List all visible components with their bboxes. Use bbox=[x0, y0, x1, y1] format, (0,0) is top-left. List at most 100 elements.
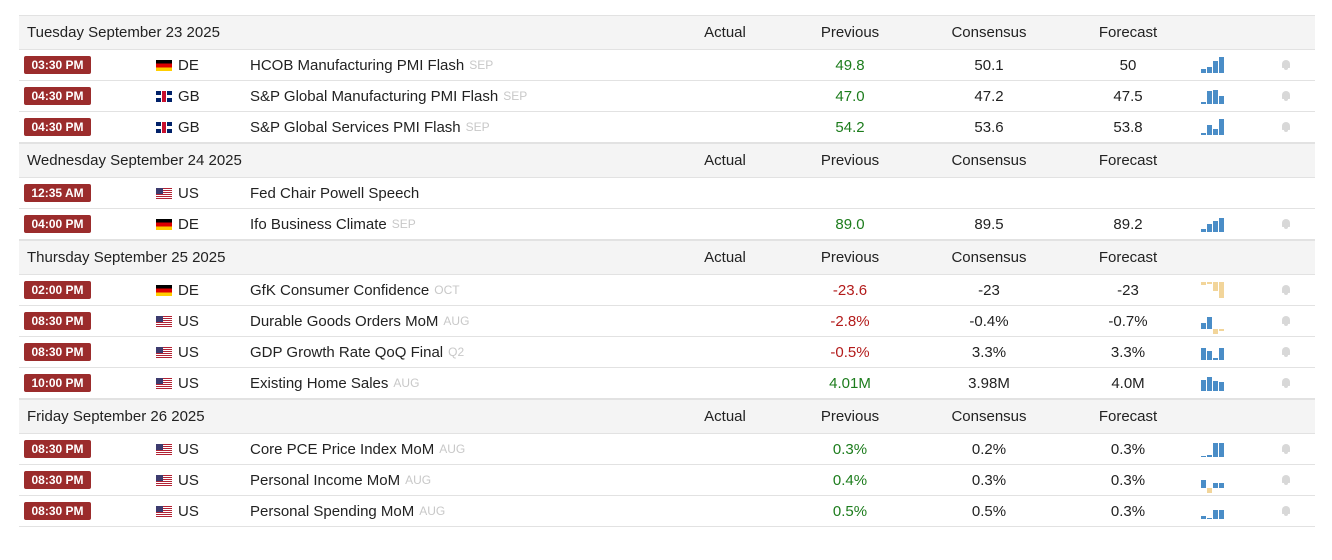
sparkline-chart[interactable] bbox=[1201, 50, 1231, 80]
previous-value: 49.8 bbox=[835, 56, 865, 74]
sparkline-chart[interactable] bbox=[1201, 81, 1231, 111]
forecast-value: 3.3% bbox=[1110, 343, 1146, 361]
event-link[interactable]: Ifo Business Climate bbox=[250, 215, 387, 233]
sparkline-bar bbox=[1219, 218, 1224, 232]
actual-value bbox=[685, 434, 765, 464]
sparkline-chart[interactable] bbox=[1201, 337, 1231, 367]
flag-cell bbox=[156, 306, 172, 336]
sparkline-bar bbox=[1213, 90, 1218, 104]
day-header: Thursday September 25 2025 Actual Previo… bbox=[19, 240, 1315, 275]
bell-icon[interactable] bbox=[1281, 59, 1291, 71]
event-link[interactable]: Personal Income MoM bbox=[250, 471, 401, 489]
actual-value bbox=[685, 337, 765, 367]
alert-cell[interactable] bbox=[1278, 306, 1294, 336]
alert-cell[interactable] bbox=[1278, 337, 1294, 367]
bell-icon[interactable] bbox=[1281, 474, 1291, 486]
event-link[interactable]: S&P Global Services PMI Flash bbox=[250, 118, 461, 136]
country-code: US bbox=[178, 502, 199, 520]
sparkline-chart[interactable] bbox=[1201, 112, 1231, 142]
consensus-value bbox=[948, 178, 1030, 208]
reference-period: Q2 bbox=[448, 345, 465, 359]
alert-cell[interactable] bbox=[1278, 434, 1294, 464]
time-cell: 03:30 PM bbox=[24, 50, 91, 80]
event-name-cell: S&P Global Manufacturing PMI Flash SEP bbox=[250, 81, 527, 111]
country-code: DE bbox=[178, 215, 199, 233]
previous-value: 47.0 bbox=[835, 87, 865, 105]
event-link[interactable]: Personal Spending MoM bbox=[250, 502, 415, 520]
consensus-value: 53.6 bbox=[974, 118, 1004, 136]
alert-cell[interactable] bbox=[1278, 209, 1294, 239]
bell-icon[interactable] bbox=[1281, 505, 1291, 517]
bell-icon[interactable] bbox=[1281, 346, 1291, 358]
sparkline-chart[interactable] bbox=[1201, 496, 1231, 526]
event-row[interactable]: 08:30 PM US Core PCE Price Index MoM AUG … bbox=[19, 434, 1315, 465]
bell-icon[interactable] bbox=[1281, 284, 1291, 296]
alert-cell[interactable] bbox=[1278, 178, 1294, 208]
event-row[interactable]: 08:30 PM US Durable Goods Orders MoM AUG … bbox=[19, 306, 1315, 337]
sparkline-bars bbox=[1201, 503, 1224, 519]
event-row[interactable]: 04:30 PM GB S&P Global Manufacturing PMI… bbox=[19, 81, 1315, 112]
previous-value: 0.4% bbox=[832, 471, 868, 489]
sparkline-bar bbox=[1207, 377, 1212, 391]
event-link[interactable]: GfK Consumer Confidence bbox=[250, 281, 430, 299]
bell-icon[interactable] bbox=[1281, 443, 1291, 455]
country-code: GB bbox=[178, 118, 200, 136]
event-link[interactable]: Durable Goods Orders MoM bbox=[250, 312, 439, 330]
event-row[interactable]: 03:30 PM DE HCOB Manufacturing PMI Flash… bbox=[19, 50, 1315, 81]
previous-value: -2.8% bbox=[830, 312, 870, 330]
flag-icon bbox=[156, 377, 172, 389]
column-previous: Previous bbox=[820, 249, 880, 266]
sparkline-chart[interactable] bbox=[1201, 209, 1231, 239]
event-link[interactable]: Fed Chair Powell Speech bbox=[250, 184, 420, 202]
event-link[interactable]: GDP Growth Rate QoQ Final bbox=[250, 343, 444, 361]
column-actual: Actual bbox=[704, 24, 746, 41]
sparkline-chart[interactable] bbox=[1201, 368, 1231, 398]
alert-cell[interactable] bbox=[1278, 81, 1294, 111]
previous-value: 89.0 bbox=[835, 215, 865, 233]
reference-period: SEP bbox=[465, 120, 490, 134]
previous-value bbox=[810, 178, 890, 208]
event-row[interactable]: 12:35 AM US Fed Chair Powell Speech bbox=[19, 178, 1315, 209]
sparkline-chart[interactable] bbox=[1201, 275, 1231, 305]
day-date: Wednesday September 24 2025 bbox=[27, 152, 242, 169]
sparkline-chart[interactable] bbox=[1201, 434, 1231, 464]
event-link[interactable]: Existing Home Sales bbox=[250, 374, 389, 392]
event-row[interactable]: 04:30 PM GB S&P Global Services PMI Flas… bbox=[19, 112, 1315, 143]
sparkline-chart[interactable] bbox=[1201, 178, 1231, 208]
event-link[interactable]: S&P Global Manufacturing PMI Flash bbox=[250, 87, 499, 105]
alert-cell[interactable] bbox=[1278, 275, 1294, 305]
country-code: US bbox=[178, 343, 199, 361]
alert-cell[interactable] bbox=[1278, 465, 1294, 495]
event-row[interactable]: 02:00 PM DE GfK Consumer Confidence OCT -… bbox=[19, 275, 1315, 306]
event-row[interactable]: 08:30 PM US GDP Growth Rate QoQ Final Q2 … bbox=[19, 337, 1315, 368]
bell-icon[interactable] bbox=[1281, 90, 1291, 102]
sparkline-bar bbox=[1201, 480, 1206, 488]
event-row[interactable]: 04:00 PM DE Ifo Business Climate SEP 89.0… bbox=[19, 209, 1315, 240]
event-row[interactable]: 08:30 PM US Personal Spending MoM AUG 0.5… bbox=[19, 496, 1315, 527]
event-name-cell: GfK Consumer Confidence OCT bbox=[250, 275, 460, 305]
sparkline-bar bbox=[1213, 329, 1218, 334]
sparkline-chart[interactable] bbox=[1201, 465, 1231, 495]
event-link[interactable]: HCOB Manufacturing PMI Flash bbox=[250, 56, 465, 74]
alert-cell[interactable] bbox=[1278, 496, 1294, 526]
sparkline-bar bbox=[1207, 282, 1212, 284]
sparkline-bar bbox=[1201, 229, 1206, 232]
sparkline-bar bbox=[1207, 317, 1212, 329]
column-previous: Previous bbox=[820, 152, 880, 169]
event-link[interactable]: Core PCE Price Index MoM bbox=[250, 440, 435, 458]
sparkline-bar bbox=[1219, 382, 1224, 391]
event-row[interactable]: 08:30 PM US Personal Income MoM AUG 0.4% … bbox=[19, 465, 1315, 496]
bell-icon[interactable] bbox=[1281, 315, 1291, 327]
bell-icon[interactable] bbox=[1281, 377, 1291, 389]
sparkline-bar bbox=[1201, 133, 1206, 135]
alert-cell[interactable] bbox=[1278, 112, 1294, 142]
bell-icon[interactable] bbox=[1281, 121, 1291, 133]
sparkline-bars bbox=[1201, 313, 1224, 334]
forecast-value: 89.2 bbox=[1113, 215, 1143, 233]
sparkline-chart[interactable] bbox=[1201, 306, 1231, 336]
alert-cell[interactable] bbox=[1278, 368, 1294, 398]
bell-icon[interactable] bbox=[1281, 218, 1291, 230]
event-row[interactable]: 10:00 PM US Existing Home Sales AUG 4.01M… bbox=[19, 368, 1315, 399]
consensus-value: 0.2% bbox=[971, 440, 1007, 458]
alert-cell[interactable] bbox=[1278, 50, 1294, 80]
